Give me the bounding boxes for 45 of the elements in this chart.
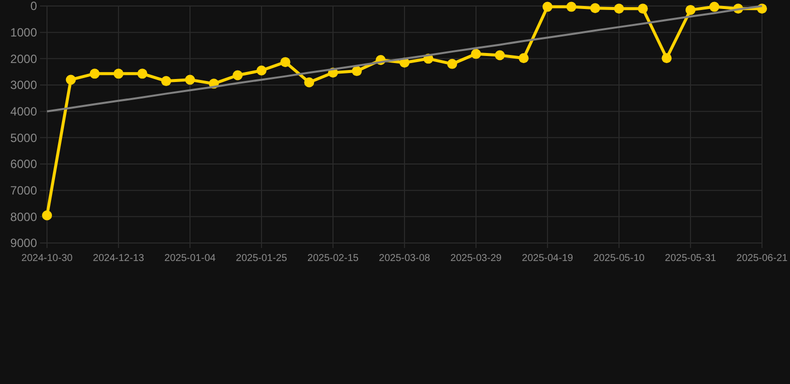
y-tick-label: 2000 <box>10 52 38 66</box>
y-tick-label: 5000 <box>10 130 38 145</box>
x-tick-label: 2025-02-15 <box>307 253 360 264</box>
point <box>90 68 100 79</box>
point <box>518 53 529 64</box>
point <box>686 4 696 15</box>
x-tick-label: 2025-06-21 <box>736 253 788 264</box>
point <box>161 76 172 86</box>
point <box>185 74 195 85</box>
point <box>137 68 148 79</box>
point <box>232 70 243 80</box>
point <box>66 74 76 85</box>
point <box>304 77 314 88</box>
point <box>471 48 481 59</box>
y-tick-label: 1000 <box>10 26 38 40</box>
y-tick-label: 0 <box>30 0 38 14</box>
x-tick-label: 2025-03-08 <box>378 253 431 264</box>
point <box>662 53 672 64</box>
y-tick-label: 6000 <box>10 157 38 172</box>
x-tick-label: 2024-12-13 <box>92 253 145 264</box>
point <box>280 57 290 68</box>
point <box>614 4 624 14</box>
x-tick-label: 2025-05-31 <box>664 253 717 264</box>
x-tick-label: 2025-01-25 <box>236 253 288 264</box>
point <box>352 66 362 76</box>
x-tick-label: 2025-04-19 <box>522 253 574 264</box>
x-tick-label: 2025-05-10 <box>593 253 646 264</box>
point <box>494 50 505 60</box>
point <box>256 66 266 76</box>
y-tick-label: 9000 <box>10 236 38 250</box>
point <box>42 210 52 220</box>
y-tick-label: 4000 <box>10 104 38 119</box>
point <box>566 2 576 12</box>
point <box>542 2 552 12</box>
point <box>638 4 648 14</box>
y-tick-label: 3000 <box>10 78 38 92</box>
point <box>114 68 124 79</box>
x-tick-label: 2024-10-30 <box>21 253 74 264</box>
point <box>447 58 458 69</box>
point <box>709 2 720 12</box>
y-tick-label: 8000 <box>10 210 38 224</box>
x-tick-label: 2025-03-29 <box>450 253 502 264</box>
y-tick-label: 7000 <box>10 184 38 198</box>
x-tick-label: 2025-01-04 <box>164 253 216 264</box>
point <box>590 3 600 14</box>
